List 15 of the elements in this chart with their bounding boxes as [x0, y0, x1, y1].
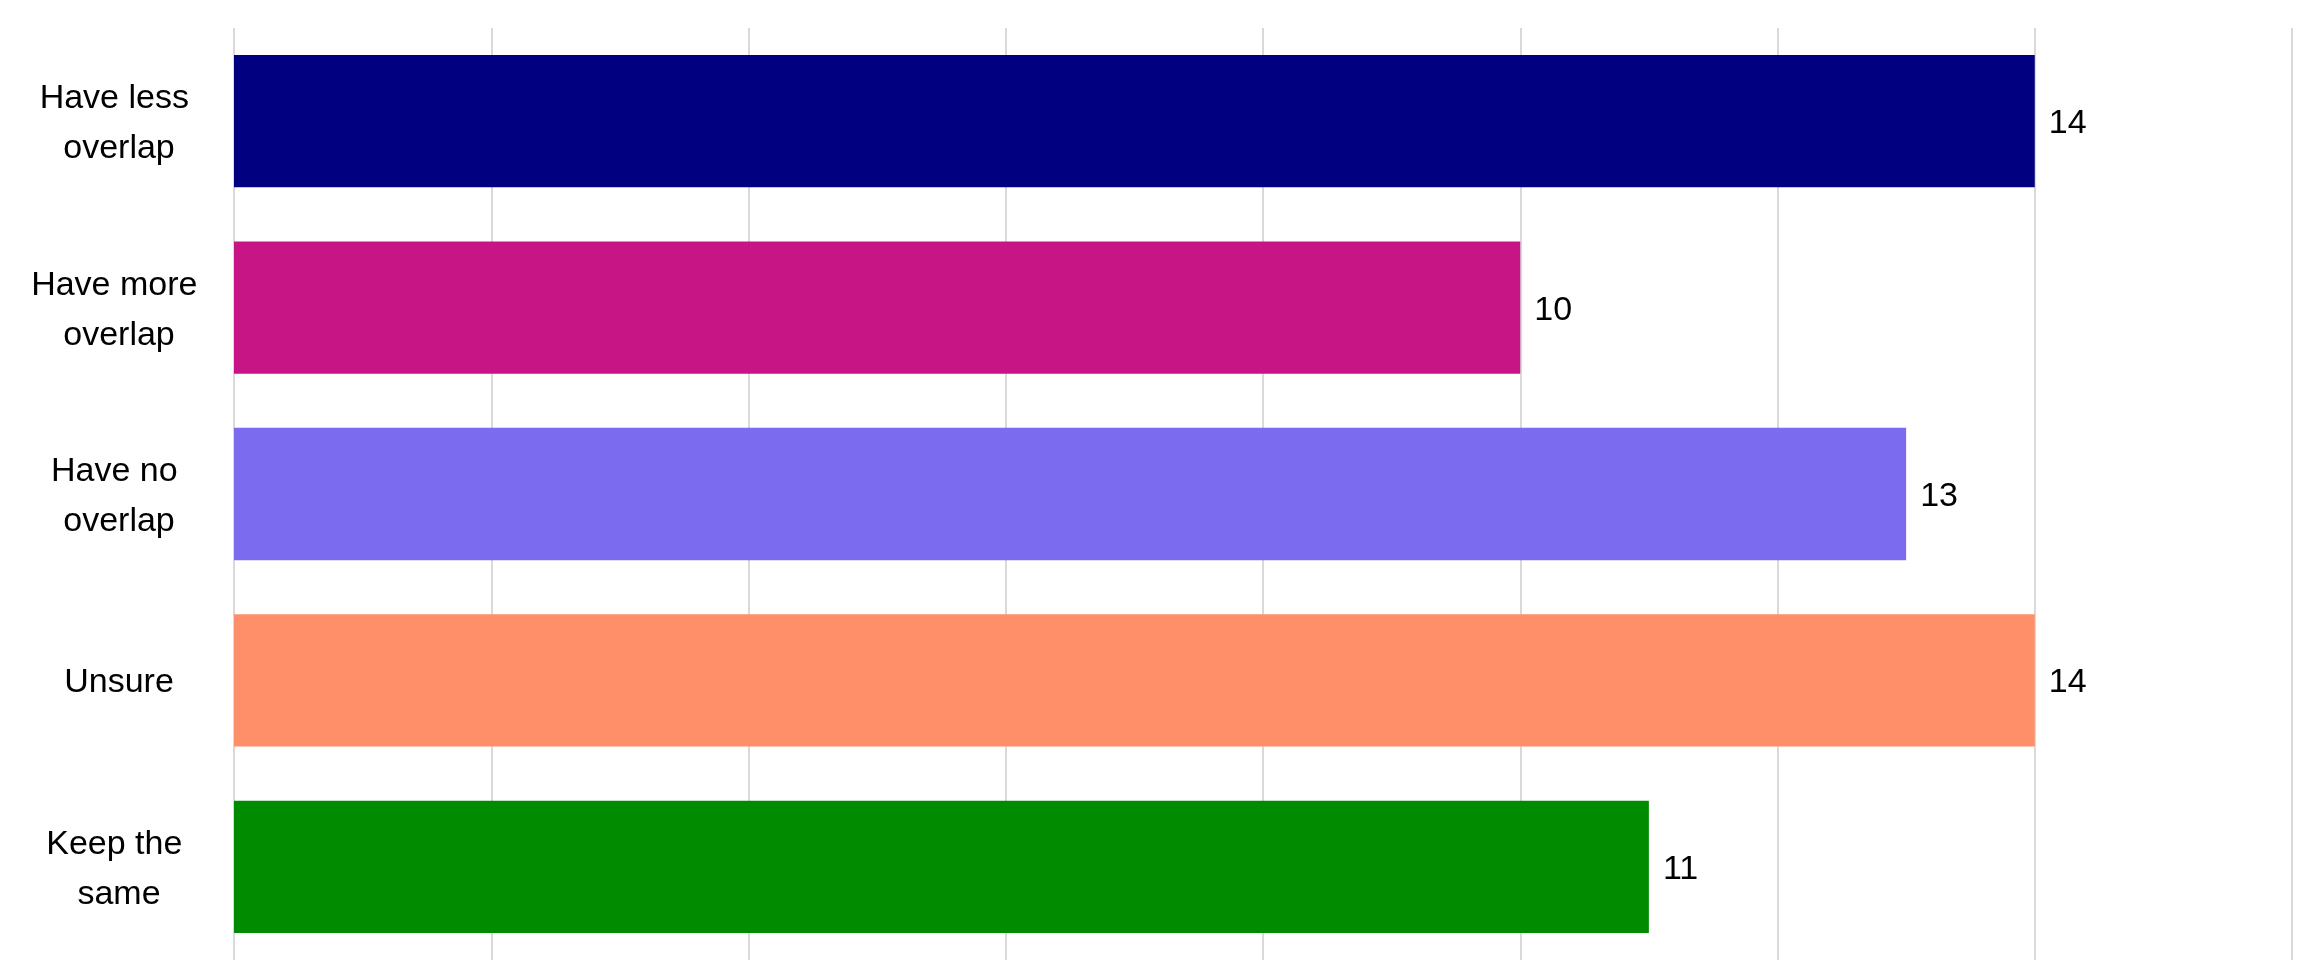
data-label: 14 [2048, 661, 2087, 700]
y-tick-label: Have more overlap [31, 263, 207, 352]
bar [234, 427, 1907, 561]
y-tick-label: Have less overlap [39, 77, 199, 166]
y-tick-label: Unsure [64, 661, 174, 700]
data-label: 14 [2048, 102, 2087, 141]
bar [234, 800, 1649, 933]
data-label: 13 [1920, 475, 1958, 513]
y-tick-label: Keep the same [46, 822, 192, 911]
data-label: 10 [1534, 288, 1573, 327]
bar [234, 241, 1521, 374]
bar [234, 55, 2035, 188]
y-tick-label: Have no overlap [50, 450, 188, 538]
bar [234, 614, 2035, 747]
data-label: 11 [1662, 847, 1699, 886]
